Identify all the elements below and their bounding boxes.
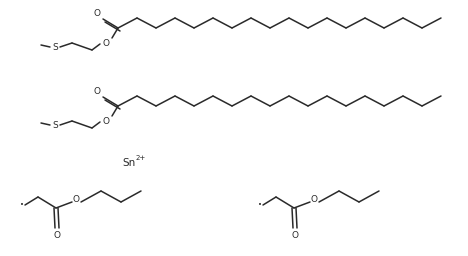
Text: O: O bbox=[53, 230, 60, 240]
Text: O: O bbox=[73, 196, 80, 205]
Text: O: O bbox=[94, 9, 101, 18]
Text: O: O bbox=[310, 196, 317, 205]
Text: O: O bbox=[292, 230, 299, 240]
Text: 2+: 2+ bbox=[136, 155, 146, 161]
Text: •: • bbox=[258, 202, 262, 208]
Text: S: S bbox=[52, 121, 58, 130]
Text: Sn: Sn bbox=[122, 158, 135, 168]
Text: S: S bbox=[52, 42, 58, 51]
Text: O: O bbox=[102, 118, 110, 126]
Text: O: O bbox=[94, 88, 101, 97]
Text: •: • bbox=[20, 202, 24, 208]
Text: O: O bbox=[102, 39, 110, 48]
